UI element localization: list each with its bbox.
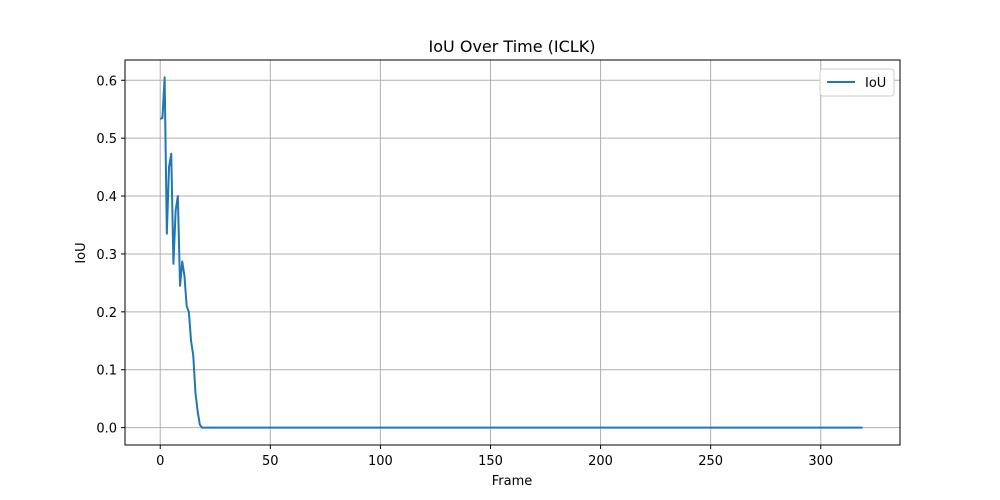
y-tick-label: 0.1 [96, 364, 117, 379]
y-tick-label: 0.3 [96, 248, 117, 263]
y-tick-label: 0.0 [96, 422, 117, 437]
chart-title: IoU Over Time (ICLK) [429, 37, 596, 56]
legend-label: IoU [865, 76, 886, 91]
y-tick-label: 0.5 [96, 132, 117, 147]
x-tick-label: 200 [588, 454, 613, 469]
x-tick-label: 300 [808, 454, 833, 469]
series-layer [159, 76, 863, 429]
x-tick-label: 100 [368, 454, 393, 469]
x-tick-label: 150 [478, 454, 503, 469]
ticks: 0 50 100 150 200 250 300 0.0 0.1 0.2 0.3 0.4 0.5 0.6 [96, 74, 833, 469]
plot-frame [124, 59, 901, 446]
x-tick-label: 250 [698, 454, 723, 469]
y-tick-label: 0.2 [96, 306, 117, 321]
y-tick-label: 0.6 [96, 74, 117, 89]
x-axis-label: Frame [492, 474, 533, 489]
y-tick-label: 0.4 [96, 190, 117, 205]
legend: IoU [819, 68, 895, 97]
series-line-iou [159, 76, 863, 429]
y-axis-label: IoU [74, 242, 89, 263]
x-tick-label: 0 [156, 454, 164, 469]
legend-box [819, 68, 895, 97]
grid [125, 60, 900, 445]
x-tick-label: 50 [262, 454, 279, 469]
